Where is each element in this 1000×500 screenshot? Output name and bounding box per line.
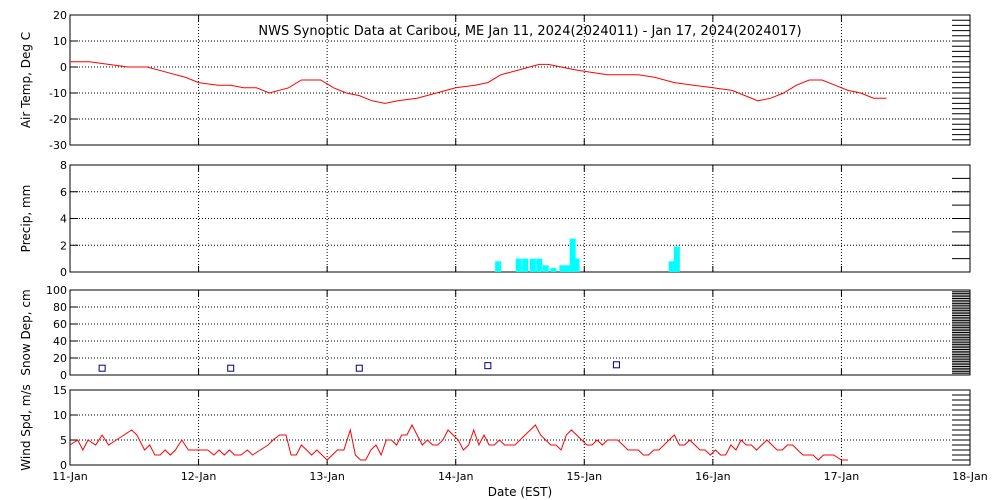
wind-speed-frame xyxy=(69,389,971,466)
x-axis-label: Date (EST) xyxy=(488,485,552,499)
precip-bar xyxy=(569,238,576,272)
wind-speed-y-axis-label: Wind Spd, m/s xyxy=(19,384,33,470)
snow-depth-point xyxy=(227,364,235,372)
precip-y-tick-label: 4 xyxy=(60,213,67,226)
x-tick-label: 12-Jan xyxy=(181,470,217,483)
snow-depth-y-tick-label: 40 xyxy=(53,335,67,348)
wind-speed-y-tick-label: 0 xyxy=(60,459,67,472)
x-tick-label: 18-Jan xyxy=(952,470,988,483)
snow-depth-y-tick-label: 0 xyxy=(60,369,67,382)
air-temp-y-tick-label: -30 xyxy=(49,139,67,152)
snow-depth-point xyxy=(612,361,620,369)
precip-bar xyxy=(522,258,529,272)
air-temp-y-tick-label: 20 xyxy=(53,9,67,22)
snow-depth-point xyxy=(355,364,363,372)
precip-bar xyxy=(673,246,680,272)
snow-depth-frame xyxy=(69,289,971,376)
precip-bar xyxy=(573,258,580,272)
snow-depth-point xyxy=(98,364,106,372)
precip-y-tick-label: 0 xyxy=(60,266,67,279)
x-tick-label: 15-Jan xyxy=(567,470,603,483)
precip-bar xyxy=(559,265,566,272)
snow-depth-y-axis-label: Snow Dep, cm xyxy=(19,289,33,375)
precip-bar xyxy=(529,258,536,272)
wind-speed-series-line xyxy=(69,423,848,461)
snow-depth-y-tick-label: 80 xyxy=(53,301,67,314)
precip-y-tick-label: 2 xyxy=(60,239,67,252)
snow-depth-y-tick-label: 60 xyxy=(53,318,67,331)
precip-bar xyxy=(536,258,543,272)
air-temp-panel: 20 10 0 -10 -20 -30 Air Temp, Deg C xyxy=(19,9,971,152)
precip-y-tick-label: 6 xyxy=(60,186,67,199)
x-tick-label: 11-Jan xyxy=(52,470,88,483)
air-temp-frame xyxy=(69,14,971,146)
precip-y-tick-label: 8 xyxy=(60,159,67,172)
air-temp-series-line xyxy=(70,61,887,104)
snow-depth-y-tick-label: 100 xyxy=(46,284,67,297)
wind-speed-y-tick-label: 15 xyxy=(53,384,67,397)
precip-bar xyxy=(564,265,571,272)
air-temp-y-tick-label: -20 xyxy=(49,113,67,126)
x-tick-label: 14-Jan xyxy=(438,470,474,483)
x-tick-label: 17-Jan xyxy=(824,470,860,483)
precip-bar xyxy=(668,261,675,272)
air-temp-y-tick-label: -10 xyxy=(49,87,67,100)
wind-speed-y-tick-label: 10 xyxy=(53,409,67,422)
wind-speed-y-tick-label: 5 xyxy=(60,434,67,447)
precip-bar xyxy=(495,261,502,272)
precip-y-axis-label: Precip, mm xyxy=(19,185,33,253)
precip-bar xyxy=(515,258,522,272)
snow-depth-y-tick-label: 20 xyxy=(53,352,67,365)
x-tick-label: 13-Jan xyxy=(309,470,345,483)
snow-depth-panel: 100 80 60 40 20 0 Snow Dep, cm xyxy=(19,284,971,382)
air-temp-y-axis-label: Air Temp, Deg C xyxy=(19,32,33,128)
chart-title: NWS Synoptic Data at Caribou, ME Jan 11,… xyxy=(258,24,801,39)
x-tick-label: 16-Jan xyxy=(695,470,731,483)
precip-panel: 8 6 4 2 0 Precip, mm xyxy=(19,159,971,279)
precip-bar xyxy=(550,267,557,272)
snow-depth-point xyxy=(484,362,492,370)
air-temp-y-tick-label: 10 xyxy=(53,35,67,48)
precip-bar xyxy=(542,265,549,272)
wind-speed-panel: 15 10 5 0 Wind Spd, m/s xyxy=(19,384,971,472)
air-temp-y-tick-label: 0 xyxy=(60,61,67,74)
